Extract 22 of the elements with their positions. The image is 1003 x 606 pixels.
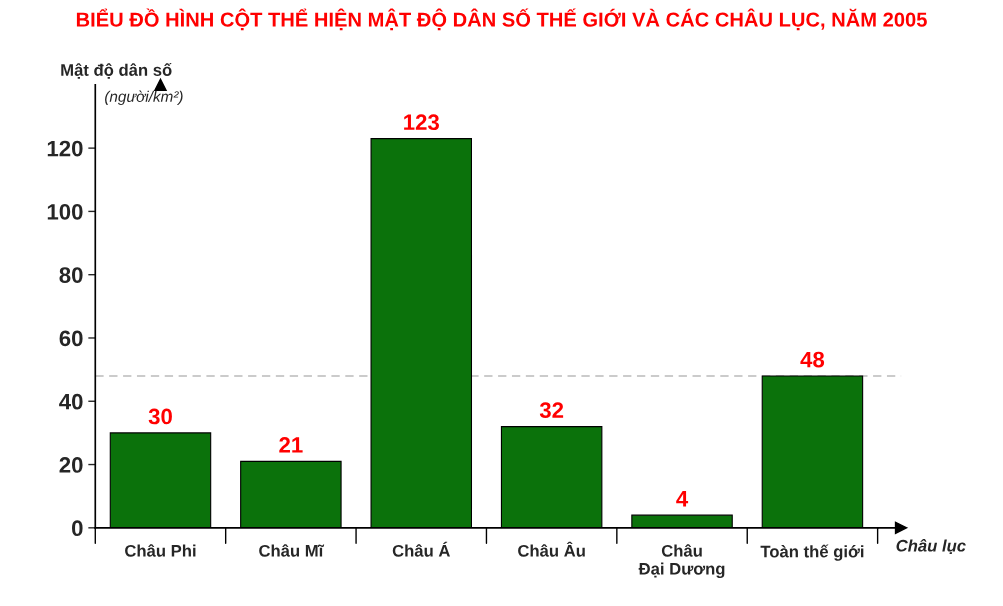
data-label: 21 <box>279 437 303 453</box>
x-tick-label: Châu Phi <box>125 544 196 557</box>
x-tick-label: Châu Đại Dương <box>638 544 725 579</box>
y-tick-label: 0 <box>72 520 83 537</box>
y-tick-label: 20 <box>59 457 83 473</box>
data-label: 4 <box>676 491 689 507</box>
x-tick-label: Toàn thế giới <box>760 544 864 561</box>
x-tick-label: Châu Mĩ <box>259 544 325 557</box>
y-axis-title: Mật độ dân số (người/km²) <box>61 62 183 105</box>
y-tick-label: 60 <box>59 330 83 347</box>
data-label: 30 <box>148 408 172 425</box>
y-tick-label: 120 <box>47 140 83 157</box>
data-label: 48 <box>800 351 825 368</box>
y-tick-label: 80 <box>59 267 83 283</box>
x-tick-label: Châu Âu <box>518 541 585 557</box>
data-label: 32 <box>539 402 564 419</box>
x-tick-label: Châu Á <box>392 541 450 557</box>
y-tick-label: 100 <box>47 203 83 220</box>
y-tick-label: 40 <box>59 393 83 410</box>
chart-title: BIỂU ĐỒ HÌNH CỘT THỂ HIỆN MẬT ĐỘ DÂN SỐ THẾ GIỚI VÀ CÁC CHÂU LỤC, NĂM 2005 <box>76 8 927 31</box>
x-axis-title: Châu lục <box>896 539 966 555</box>
data-label: 123 <box>404 114 439 131</box>
